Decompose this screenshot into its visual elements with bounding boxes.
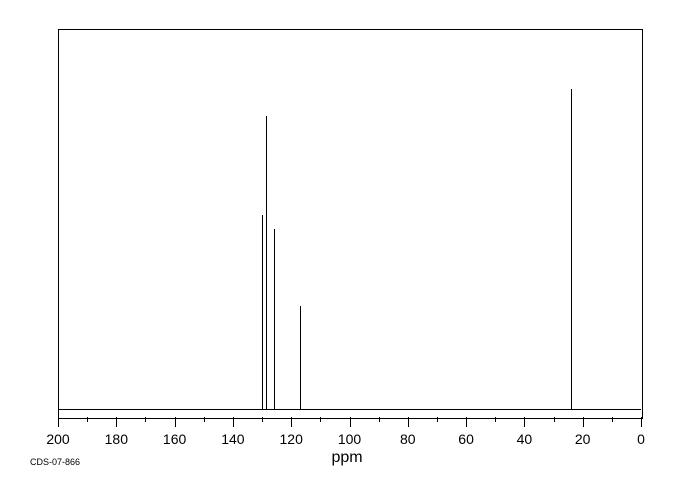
tick-minor (612, 417, 613, 422)
tick-major (408, 417, 409, 427)
tick-label: 120 (280, 431, 303, 447)
tick-major (466, 417, 467, 427)
peak (262, 215, 263, 409)
tick-minor (495, 417, 496, 422)
peak (266, 116, 267, 409)
tick-minor (204, 417, 205, 422)
tick-major (58, 417, 59, 427)
tick-label: 180 (105, 431, 128, 447)
tick-minor (262, 417, 263, 422)
spectrum-container: ppm CDS-07-866 2001801601401201008060402… (0, 0, 680, 500)
tick-minor (437, 417, 438, 422)
tick-major (524, 417, 525, 427)
tick-label: 200 (46, 431, 69, 447)
tick-label: 40 (517, 431, 533, 447)
tick-label: 20 (575, 431, 591, 447)
tick-minor (554, 417, 555, 422)
tick-major (350, 417, 351, 427)
x-axis-label: ppm (332, 449, 363, 467)
tick-label: 80 (400, 431, 416, 447)
tick-minor (379, 417, 380, 422)
sample-id: CDS-07-866 (30, 457, 80, 467)
peak (300, 306, 301, 409)
plot-area (58, 29, 643, 419)
tick-label: 100 (338, 431, 361, 447)
tick-major (291, 417, 292, 427)
tick-major (583, 417, 584, 427)
tick-major (175, 417, 176, 427)
tick-major (641, 417, 642, 427)
tick-label: 140 (221, 431, 244, 447)
tick-major (233, 417, 234, 427)
peak (274, 229, 275, 409)
peak (571, 89, 572, 409)
tick-label: 60 (458, 431, 474, 447)
tick-minor (145, 417, 146, 422)
tick-minor (320, 417, 321, 422)
tick-label: 0 (637, 431, 645, 447)
tick-minor (87, 417, 88, 422)
tick-major (116, 417, 117, 427)
tick-label: 160 (163, 431, 186, 447)
baseline (58, 409, 641, 410)
